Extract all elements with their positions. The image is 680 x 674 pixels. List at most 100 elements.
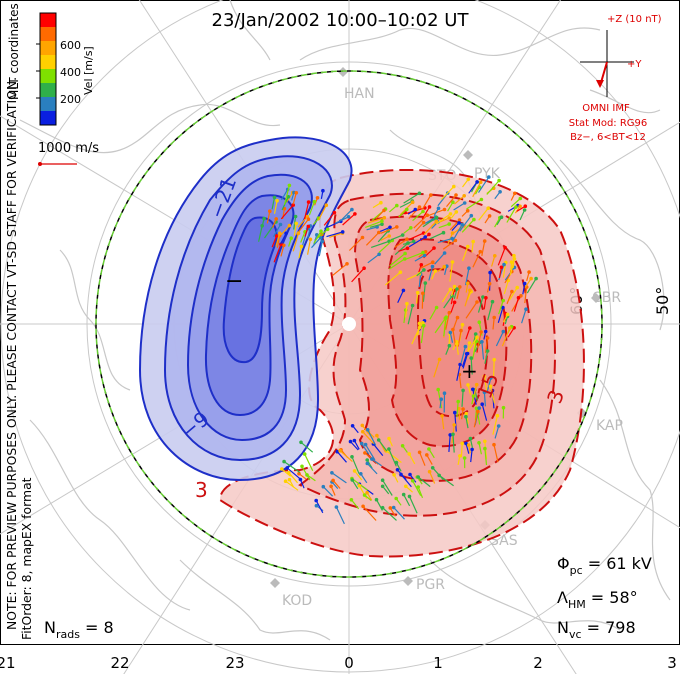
velocity-vector-origin (442, 391, 447, 396)
velocity-vector-origin (388, 506, 393, 510)
velocity-vector (481, 240, 486, 257)
velocity-vector-origin (346, 215, 351, 219)
velocity-vector-origin (388, 225, 392, 230)
velocity-vector (522, 283, 526, 295)
velocity-vector (408, 232, 424, 241)
velocity-vector-origin (430, 466, 435, 470)
velocity-vector-origin (522, 208, 527, 212)
velocity-vector-origin (406, 241, 410, 245)
velocity-vector (308, 201, 315, 216)
velocity-vector (449, 261, 454, 282)
velocity-vector (272, 224, 282, 237)
velocity-vector (399, 200, 413, 208)
velocity-vector-origin (481, 295, 485, 299)
velocity-vector (465, 327, 471, 340)
velocity-vector-origin (410, 303, 415, 308)
velocity-vector-origin (466, 177, 471, 182)
velocity-vector (458, 408, 461, 420)
velocity-vector-origin (287, 183, 292, 188)
velocity-vector-origin (442, 264, 447, 269)
velocity-vector (483, 297, 487, 310)
velocity-vector-origin (350, 424, 355, 428)
velocity-vector-origin (448, 433, 453, 437)
velocity-vector-origin (405, 301, 409, 306)
imf-model-line-2: Bz−, 6<BT<12 (570, 132, 646, 143)
velocity-vector-origin (437, 357, 442, 362)
velocity-vector (456, 364, 461, 381)
velocity-vector-origin (475, 335, 479, 340)
velocity-vector-origin (430, 264, 435, 269)
velocity-vector-origin (493, 254, 497, 258)
velocity-vector-origin (464, 352, 469, 356)
velocity-vector (336, 451, 347, 463)
vector-count: Nvc = 798 (557, 618, 636, 641)
velocity-vector-origin (380, 484, 385, 489)
velocity-vector-origin (417, 325, 422, 330)
velocity-vector (506, 291, 513, 305)
velocity-vector-origin (300, 464, 304, 469)
velocity-vector (416, 292, 419, 304)
station-marker (338, 67, 348, 77)
velocity-vector-origin (451, 327, 455, 332)
velocity-vector-origin (468, 436, 473, 441)
velocity-vector (492, 317, 495, 330)
velocity-vector (280, 189, 289, 201)
velocity-vector (407, 305, 414, 325)
velocity-vector-origin (470, 447, 474, 452)
velocity-vector (400, 474, 412, 488)
velocity-vector (493, 444, 499, 463)
velocity-vector-origin (399, 472, 403, 477)
velocity-vector-origin (464, 411, 469, 416)
velocity-vector (419, 452, 426, 466)
velocity-vector-origin (487, 214, 492, 218)
velocity-vector (283, 185, 290, 205)
velocity-vector (369, 223, 383, 228)
velocity-vector (279, 225, 290, 237)
velocity-vector-origin (501, 298, 506, 303)
velocity-vector-origin (523, 204, 528, 208)
velocity-vector (443, 295, 453, 309)
velocity-vector-origin (489, 376, 493, 380)
velocity-vector-origin (370, 457, 374, 461)
velocity-vector (377, 230, 389, 243)
velocity-vector-origin (479, 330, 483, 334)
velocity-vector (477, 296, 484, 313)
velocity-vector (473, 411, 479, 428)
colorbar-segment (40, 97, 56, 112)
velocity-vector (366, 463, 378, 475)
velocity-vector (421, 293, 424, 309)
velocity-vector (478, 176, 490, 193)
velocity-vector-origin (448, 330, 453, 335)
velocity-vector-origin (473, 332, 478, 336)
velocity-vector-origin (365, 428, 370, 432)
velocity-vector (524, 287, 528, 304)
velocity-vector (470, 449, 473, 463)
velocity-vector (453, 202, 466, 211)
velocity-vector (450, 302, 456, 313)
velocity-vector (317, 204, 327, 221)
velocity-vector-origin (452, 423, 457, 427)
velocity-vector (461, 219, 475, 233)
velocity-vector (318, 241, 323, 257)
velocity-vector-origin (321, 484, 326, 489)
velocity-vector (326, 231, 343, 238)
velocity-vector (452, 434, 455, 453)
velocity-vector-origin (285, 466, 290, 470)
velocity-vector-origin (443, 316, 448, 321)
velocity-vector (403, 192, 420, 204)
velocity-vector-origin (387, 447, 391, 451)
velocity-vector-origin (335, 449, 340, 454)
velocity-vector-origin (417, 321, 422, 326)
velocity-vector-origin (325, 227, 330, 232)
velocity-vector-origin (431, 260, 435, 265)
velocity-vector (390, 234, 403, 241)
velocity-vector-origin (476, 409, 480, 414)
colorbar-tick-600: 600 (60, 39, 81, 52)
velocity-vector (339, 450, 353, 463)
velocity-vector-origin (329, 484, 333, 489)
velocity-vector-origin (466, 383, 470, 387)
velocity-vector (307, 225, 311, 239)
velocity-vector-origin (518, 196, 523, 201)
velocity-vector (362, 505, 377, 521)
velocity-vector (418, 274, 422, 287)
